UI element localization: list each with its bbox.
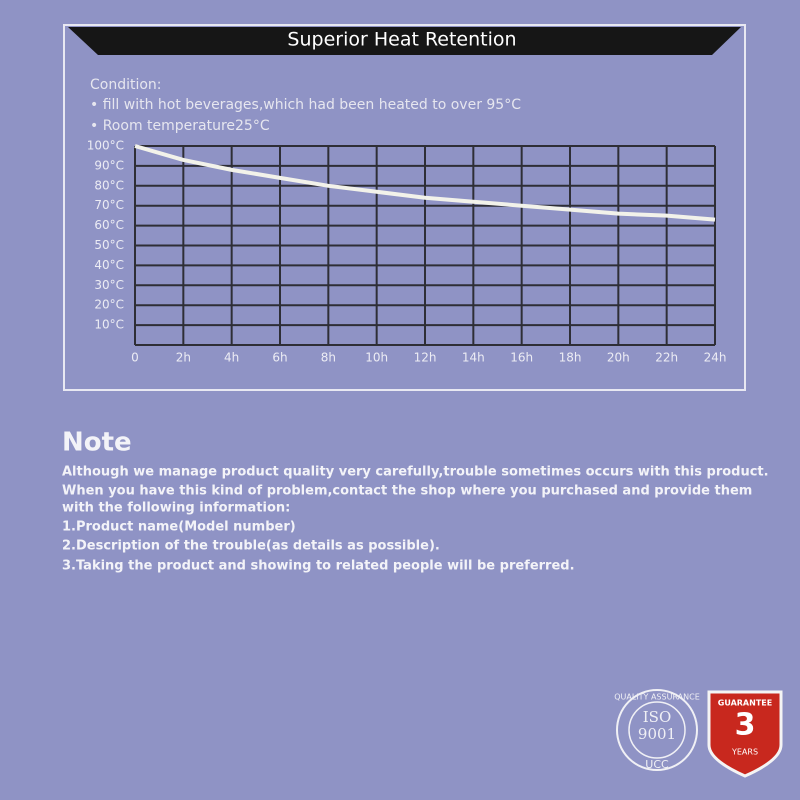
note-line: with the following information:	[62, 501, 290, 516]
y-tick-label: 10°C	[94, 318, 124, 332]
guarantee-number: 3	[735, 708, 756, 743]
note-line: When you have this kind of problem,conta…	[62, 484, 752, 499]
x-tick-label: 24h	[704, 351, 727, 365]
guarantee-heading: GUARANTEE	[718, 699, 772, 708]
data-line	[134, 144, 716, 222]
x-tick-label: 8h	[321, 351, 336, 365]
x-tick-label: 12h	[414, 351, 437, 365]
iso-ring-text: QUALITY ASSURANCE	[614, 693, 700, 702]
chart-frame	[63, 24, 746, 391]
y-tick-label: 80°C	[94, 178, 124, 192]
y-tick-label: 50°C	[94, 238, 124, 252]
note-line: Although we manage product quality very …	[62, 465, 769, 480]
iso-name: ISO	[643, 708, 672, 726]
y-tick-label: 40°C	[94, 258, 124, 272]
y-tick-label: 60°C	[94, 218, 124, 232]
iso-badge	[616, 689, 698, 771]
y-tick-label: 30°C	[94, 278, 124, 292]
condition-item: • fill with hot beverages,which had been…	[90, 97, 521, 113]
iso-number: 9001	[638, 725, 676, 743]
y-tick-label: 100°C	[87, 139, 124, 153]
iso-badge-inner	[628, 701, 686, 759]
x-tick-label: 16h	[510, 351, 533, 365]
x-tick-label: 6h	[272, 351, 287, 365]
guarantee-unit: YEARS	[731, 748, 758, 757]
x-tick-label: 4h	[224, 351, 239, 365]
x-tick-label: 18h	[559, 351, 582, 365]
x-tick-label: 22h	[655, 351, 678, 365]
condition-item: • Room temperature25°C	[90, 118, 270, 134]
guarantee-badge	[707, 690, 783, 778]
x-tick-label: 20h	[607, 351, 630, 365]
note-line: 3.Taking the product and showing to rela…	[62, 559, 575, 574]
x-tick-label: 14h	[462, 351, 485, 365]
note-line: 1.Product name(Model number)	[62, 520, 296, 535]
x-tick-label: 2h	[176, 351, 191, 365]
y-tick-label: 70°C	[94, 198, 124, 212]
y-tick-label: 90°C	[94, 158, 124, 172]
note-line: 2.Description of the trouble(as details …	[62, 539, 440, 554]
iso-mark: UCC	[645, 758, 669, 771]
x-tick-label: 10h	[365, 351, 388, 365]
x-tick-label: 0	[131, 351, 139, 365]
title-banner	[68, 27, 741, 55]
y-tick-label: 20°C	[94, 298, 124, 312]
chart-title: Superior Heat Retention	[287, 29, 516, 51]
note-heading: Note	[62, 428, 132, 458]
condition-heading: Condition:	[90, 77, 162, 93]
